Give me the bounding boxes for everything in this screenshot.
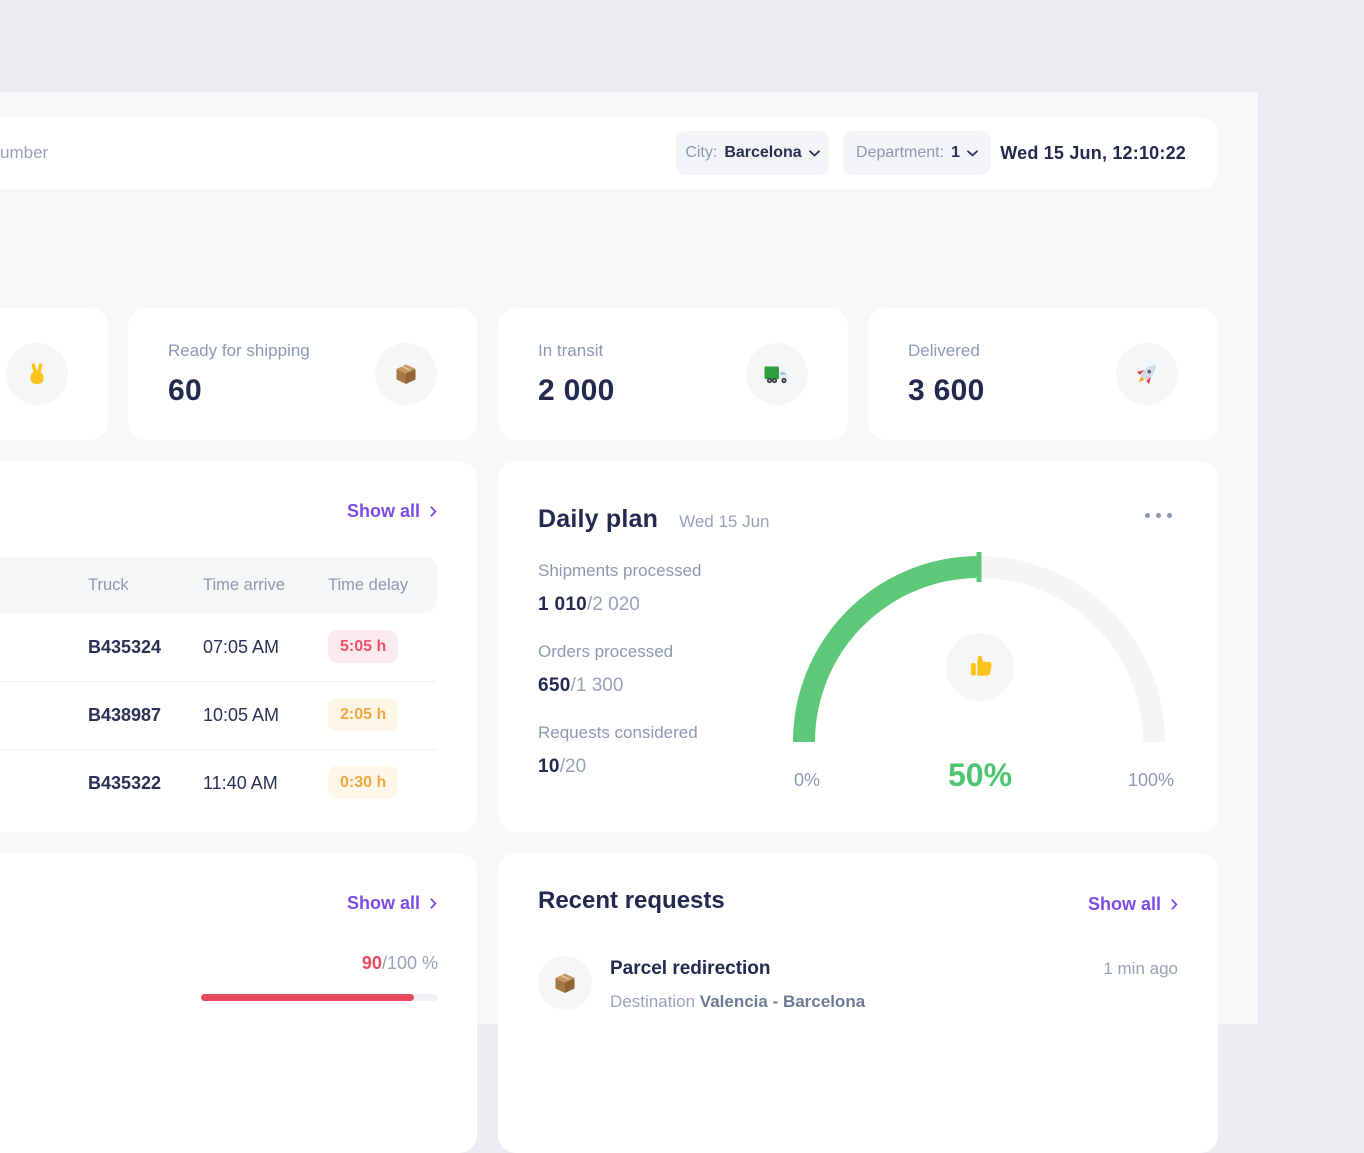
- gauge-fill: [793, 556, 1165, 743]
- gauge-max-label: 100%: [1128, 770, 1175, 790]
- stat-value: 3 600: [908, 373, 985, 407]
- progress-show-all-link[interactable]: Show all: [347, 893, 437, 914]
- stat-label: Delivered: [908, 340, 980, 360]
- chevron-down-icon: [967, 149, 978, 157]
- delay-badge: 2:05 h: [328, 698, 399, 731]
- progress-value: 90/100 %: [362, 953, 438, 974]
- progress-bar: [201, 994, 438, 1001]
- chevron-down-icon: [808, 149, 820, 157]
- stat-card-partial: [0, 308, 108, 440]
- table-row[interactable]: B435324 07:05 AM 5:05 h: [0, 613, 437, 681]
- metric-label: Shipments processed: [538, 561, 702, 580]
- search-input[interactable]: umber: [0, 143, 49, 162]
- stat-card-transit: In transit 2 000: [498, 308, 848, 440]
- top-bar: umber City: Barcelona Department: 1 Wed …: [0, 117, 1218, 189]
- chevron-right-icon: [1171, 899, 1178, 910]
- city-filter-value: Barcelona: [724, 144, 802, 161]
- table-row[interactable]: B438987 10:05 AM 2:05 h: [0, 681, 437, 749]
- truck-id: B435322: [88, 772, 162, 793]
- table-row[interactable]: B435322 11:40 AM 0:30 h: [0, 749, 437, 817]
- metric-label: Requests considered: [538, 723, 698, 742]
- progress-current: 90: [361, 953, 382, 973]
- rocket-icon: [1116, 343, 1178, 405]
- arrivals-show-all-link[interactable]: Show all: [347, 501, 437, 522]
- daily-plan-date: Wed 15 Jun: [679, 512, 770, 531]
- recent-requests-title: Recent requests: [538, 887, 725, 914]
- metric-total: /2 020: [587, 594, 640, 615]
- truck-icon: [746, 343, 808, 405]
- daily-plan-gauge: [793, 550, 1165, 743]
- request-timestamp: 1 min ago: [1103, 959, 1178, 978]
- arrivals-card: Show all Truck Time arrive Time delay B4…: [0, 461, 477, 832]
- dashboard-content: umber City: Barcelona Department: 1 Wed …: [0, 92, 1258, 1153]
- delay-badge: 5:05 h: [328, 630, 399, 663]
- gauge-min-label: 0%: [794, 770, 821, 790]
- thumbs-up-icon: [946, 633, 1014, 701]
- progress-card: Show all 90/100 %: [0, 853, 477, 1153]
- victory-hand-icon: [6, 343, 68, 405]
- time-arrive: 11:40 AM: [203, 772, 278, 793]
- time-arrive: 10:05 AM: [203, 704, 280, 725]
- metric-value: 650: [538, 675, 571, 696]
- department-filter-label: Department:: [856, 144, 945, 161]
- stat-label: In transit: [538, 340, 604, 360]
- department-filter-dropdown[interactable]: Department: 1: [843, 131, 991, 175]
- package-icon: [538, 956, 592, 1010]
- stat-value: 2 000: [538, 373, 615, 407]
- metric-value: 10: [538, 756, 560, 777]
- stat-card-delivered: Delivered 3 600: [868, 308, 1218, 440]
- chevron-right-icon: [430, 898, 437, 909]
- department-filter-value: 1: [951, 144, 960, 161]
- column-header-truck: Truck: [88, 575, 129, 594]
- progress-bar-fill: [201, 994, 415, 1001]
- destination-value: Valencia - Barcelona: [699, 992, 866, 1011]
- show-all-label: Show all: [346, 893, 420, 913]
- request-title: Parcel redirection: [610, 958, 771, 979]
- package-icon: [375, 343, 437, 405]
- stat-value: 60: [168, 373, 202, 407]
- metric-label: Orders processed: [538, 642, 674, 661]
- column-header-time-arrive: Time arrive: [203, 575, 285, 594]
- destination-label: Destination: [610, 992, 696, 1011]
- truck-id: B438987: [88, 704, 162, 725]
- progress-total: /100 %: [381, 953, 438, 973]
- recent-requests-card: Recent requests Show all Parcel redirect…: [498, 853, 1218, 1153]
- truck-id: B435324: [88, 636, 162, 657]
- metric-value: 1 010: [538, 594, 588, 615]
- time-arrive: 07:05 AM: [203, 636, 280, 657]
- more-menu-button[interactable]: [1141, 509, 1176, 522]
- column-header-time-delay: Time delay: [328, 575, 409, 594]
- gauge-center-label: 50%: [947, 757, 1013, 793]
- stat-label: Ready for shipping: [168, 340, 310, 360]
- metric-total: /1 300: [570, 675, 624, 696]
- daily-plan-title: Daily plan: [538, 505, 659, 533]
- datetime-display: Wed 15 Jun, 12:10:22: [1000, 142, 1186, 163]
- metric-total: /20: [559, 756, 587, 777]
- row-divider: [0, 749, 437, 750]
- row-divider: [0, 681, 437, 682]
- show-all-label: Show all: [346, 501, 420, 521]
- daily-plan-card: Daily plan Wed 15 Jun Shipments processe…: [498, 461, 1218, 832]
- requests-show-all-link[interactable]: Show all: [1088, 894, 1178, 915]
- request-list-item[interactable]: Parcel redirection Destination Valencia …: [538, 956, 1178, 1016]
- chevron-right-icon: [430, 506, 437, 517]
- stat-card-ready: Ready for shipping 60: [128, 308, 477, 440]
- table-header: Truck Time arrive Time delay: [0, 557, 437, 613]
- daily-plan-metrics: Shipments processed 1 010/2 020 Orders p…: [538, 561, 701, 804]
- city-filter-label: City:: [685, 144, 718, 161]
- delay-badge: 0:30 h: [328, 766, 399, 799]
- show-all-label: Show all: [1087, 894, 1161, 914]
- city-filter-dropdown[interactable]: City: Barcelona: [676, 131, 829, 175]
